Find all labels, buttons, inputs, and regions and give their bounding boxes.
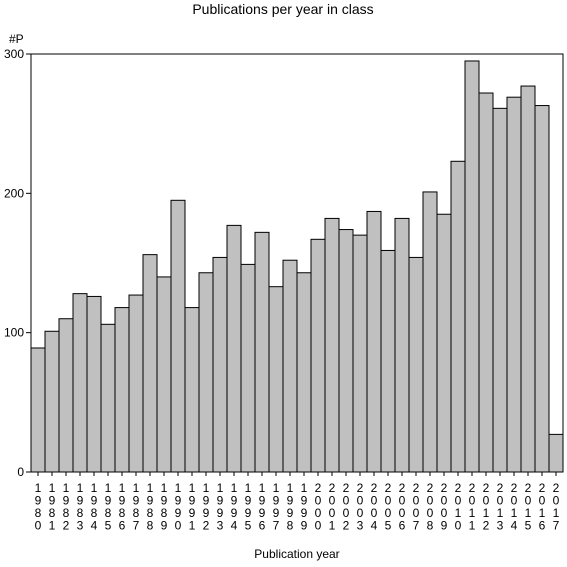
bar-2000 bbox=[310, 238, 326, 473]
bar-1983 bbox=[72, 293, 88, 473]
bar-1990 bbox=[170, 199, 186, 473]
bar-2016 bbox=[534, 105, 550, 473]
y-tick-label-100: 100 bbox=[4, 326, 24, 340]
chart-title: Publications per year in class bbox=[192, 1, 373, 17]
bar-1996 bbox=[254, 231, 270, 473]
bar-1994 bbox=[226, 224, 242, 473]
bar-1987 bbox=[128, 294, 144, 473]
bar-1988 bbox=[142, 254, 158, 473]
bar-2002 bbox=[338, 229, 354, 473]
bar-1984 bbox=[86, 295, 102, 473]
bar-1999 bbox=[296, 272, 312, 473]
bar-2005 bbox=[380, 249, 396, 473]
bar-2010 bbox=[450, 160, 466, 473]
bar-1991 bbox=[184, 307, 200, 473]
bar-2014 bbox=[506, 96, 522, 473]
bar-2003 bbox=[352, 234, 368, 473]
bar-2015 bbox=[520, 85, 536, 473]
y-tick-label-0: 0 bbox=[17, 465, 24, 479]
bar-1992 bbox=[198, 272, 214, 473]
bar-1998 bbox=[282, 259, 298, 473]
y-tick-label-200: 200 bbox=[4, 186, 24, 200]
bar-1986 bbox=[114, 307, 130, 473]
bar-1981 bbox=[44, 330, 60, 473]
x-axis-label: Publication year bbox=[254, 547, 339, 561]
y-ticks-group: 0 100 200 300 bbox=[4, 47, 31, 479]
bar-2012 bbox=[478, 92, 494, 473]
bar-2001 bbox=[324, 217, 340, 473]
bar-1985 bbox=[100, 323, 116, 473]
bar-2004 bbox=[366, 210, 382, 473]
bar-1997 bbox=[268, 286, 284, 473]
bar-2009 bbox=[436, 213, 452, 473]
bar-1995 bbox=[240, 263, 256, 473]
x-ticks-group: 1 9 8 0 1 9 8 1 1 9 8 2 1 9 8 3 1 9 8 4 1 9 8 5 1 9 8 6 1 9 8 7 1 9 8 8 1 9 8 9… bbox=[35, 472, 560, 533]
bar-2006 bbox=[394, 217, 410, 473]
bars-group bbox=[30, 60, 564, 473]
y-tick-label-300: 300 bbox=[4, 47, 24, 61]
bar-2008 bbox=[422, 191, 438, 473]
bar-1982 bbox=[58, 318, 74, 473]
bar-1989 bbox=[156, 276, 172, 473]
bar-1993 bbox=[212, 256, 228, 473]
bar-2013 bbox=[492, 107, 508, 473]
y-axis-label: #P bbox=[9, 32, 24, 46]
bar-2011 bbox=[464, 60, 480, 473]
bar-1980 bbox=[30, 347, 46, 473]
bar-2017 bbox=[548, 433, 564, 473]
bar-2007 bbox=[408, 256, 424, 473]
